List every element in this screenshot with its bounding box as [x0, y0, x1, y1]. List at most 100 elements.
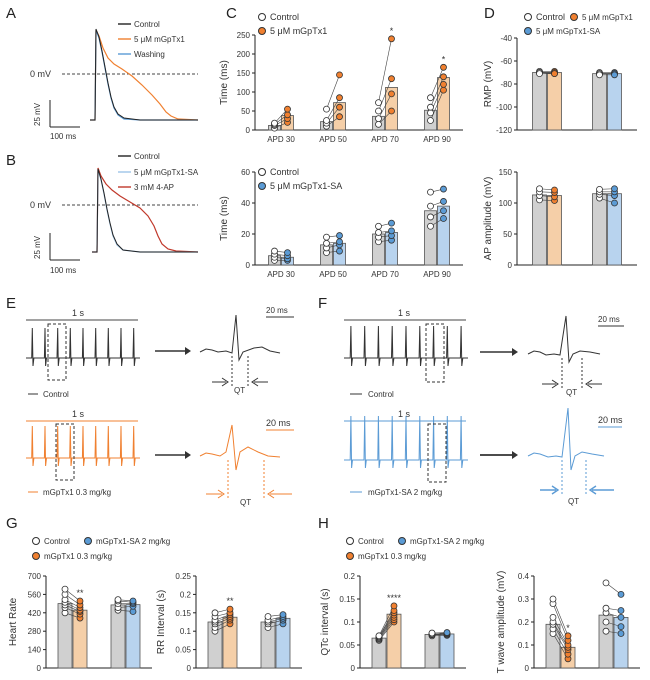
time-label-e-drug: 1 s — [72, 409, 85, 419]
y-tick-label: 150 — [237, 69, 251, 78]
panel-label-g: G — [6, 515, 18, 532]
point-treatment — [284, 105, 291, 113]
chart-G_left: 0 140 280 420 560 700 Heart Rate ** — [8, 572, 152, 673]
point-control — [375, 115, 382, 122]
y-tick-label: 0.05 — [175, 646, 191, 655]
point-control — [536, 185, 543, 193]
y-tick-label: 0.2 — [518, 618, 530, 627]
y-tick-label: 0.3 — [518, 595, 530, 604]
legend-c-bottom-sa-marker — [258, 182, 266, 190]
panel-label-f: F — [318, 295, 327, 312]
legend-e-control: Control — [43, 390, 69, 399]
qt-arrow-right-e-drug — [267, 489, 292, 499]
selection-box-f-control — [425, 323, 445, 383]
y-axis-label: QTc interval (s) — [320, 588, 331, 655]
chart-D_bottom: 0 50 100 150 AP amplitude (mV) — [483, 168, 637, 270]
panel-label-c: C — [226, 5, 237, 22]
y-tick-label: 0 — [37, 664, 42, 673]
legend-b-control: Control — [134, 152, 160, 161]
point-control — [323, 105, 330, 113]
legend-a-washing: Washing — [134, 50, 165, 59]
point-control — [536, 70, 543, 78]
y-tick-label: 0.2 — [344, 572, 356, 581]
y-tick-label: 100 — [237, 88, 251, 97]
legend-d-mgptx1: 5 μM mGpTx1 — [582, 13, 633, 22]
y-tick-label: 280 — [28, 627, 42, 636]
point-treatment — [611, 185, 618, 193]
point-treatment — [440, 207, 447, 215]
y-tick-label: 50 — [503, 230, 512, 239]
y-tick-label: 0.2 — [180, 590, 192, 599]
point-treatment — [443, 629, 451, 636]
point-control — [114, 596, 122, 604]
x-tick-label: APD 30 — [267, 270, 295, 279]
panel-label-b: B — [6, 152, 16, 169]
paired-line — [430, 67, 444, 98]
point-treatment — [440, 215, 447, 222]
scale-b-mv: 25 mV — [33, 235, 42, 259]
time-label-f-control: 1 s — [398, 308, 411, 318]
y-tick-label: 0 — [351, 664, 356, 673]
legend-g: Control mGpTx1-SA 2 mg/kg mGpTx1 0.3 mg/… — [32, 537, 170, 561]
point-control — [596, 71, 603, 79]
significance-marker: * — [566, 623, 570, 633]
paired-line — [378, 78, 392, 112]
qt-arrow-right-f-drug — [588, 485, 614, 495]
point-treatment — [617, 623, 625, 630]
legend-g-drug-marker — [32, 552, 40, 560]
point-treatment — [279, 611, 287, 619]
point-treatment — [388, 107, 395, 115]
scale-a-ms: 100 ms — [50, 132, 76, 141]
point-treatment — [617, 630, 625, 637]
point-control — [427, 188, 434, 196]
y-axis-label: RR Interval (s) — [156, 590, 167, 654]
qt-label-f-drug: QT — [568, 497, 579, 506]
bar-control — [110, 604, 126, 669]
point-control — [264, 613, 272, 620]
y-tick-label: 0.15 — [175, 609, 191, 618]
point-control — [375, 120, 382, 128]
significance-marker: **** — [387, 593, 402, 603]
bar-control — [592, 73, 607, 131]
point-control — [375, 99, 382, 107]
legend-g-control: Control — [44, 537, 70, 546]
point-control — [427, 109, 434, 117]
y-tick-label: 0 — [246, 261, 251, 270]
legend-c-top-mgptx1-marker — [258, 27, 266, 35]
significance-marker: ** — [226, 596, 234, 606]
x-tick-label: APD 30 — [267, 135, 295, 144]
ecg-zoom-f-control — [527, 315, 601, 364]
point-control — [427, 103, 434, 111]
y-tick-label: 0 — [525, 664, 530, 673]
y-tick-label: 0 — [187, 664, 192, 673]
point-treatment — [551, 70, 558, 78]
zero-mv-label-b: 0 mV — [30, 200, 51, 210]
point-treatment — [336, 94, 343, 102]
qt-arrow-left-f-control — [542, 379, 559, 389]
point-control — [427, 117, 434, 124]
ecg-e-control — [26, 327, 140, 367]
time-label-f-drug: 1 s — [398, 409, 411, 419]
significance-marker: ** — [76, 588, 84, 598]
point-control — [428, 629, 436, 637]
panel-label-e: E — [6, 295, 16, 312]
paired-line — [378, 38, 392, 103]
point-control — [427, 213, 434, 221]
arrowhead-e-control — [185, 347, 191, 355]
y-tick-label: 0.25 — [175, 572, 191, 581]
legend-h-control: Control — [358, 537, 384, 546]
point-treatment — [617, 614, 625, 621]
point-treatment — [388, 35, 395, 43]
point-treatment — [440, 81, 447, 88]
y-tick-label: 150 — [499, 168, 513, 177]
legend-d-mgptx1-marker — [570, 13, 578, 21]
point-control — [427, 222, 434, 230]
y-tick-label: 140 — [28, 646, 42, 655]
legend-a-control: Control — [134, 20, 160, 29]
legend-h-sa: mGpTx1-SA 2 mg/kg — [410, 537, 484, 546]
legend-h-drug-marker — [346, 552, 354, 560]
point-treatment — [336, 232, 343, 239]
